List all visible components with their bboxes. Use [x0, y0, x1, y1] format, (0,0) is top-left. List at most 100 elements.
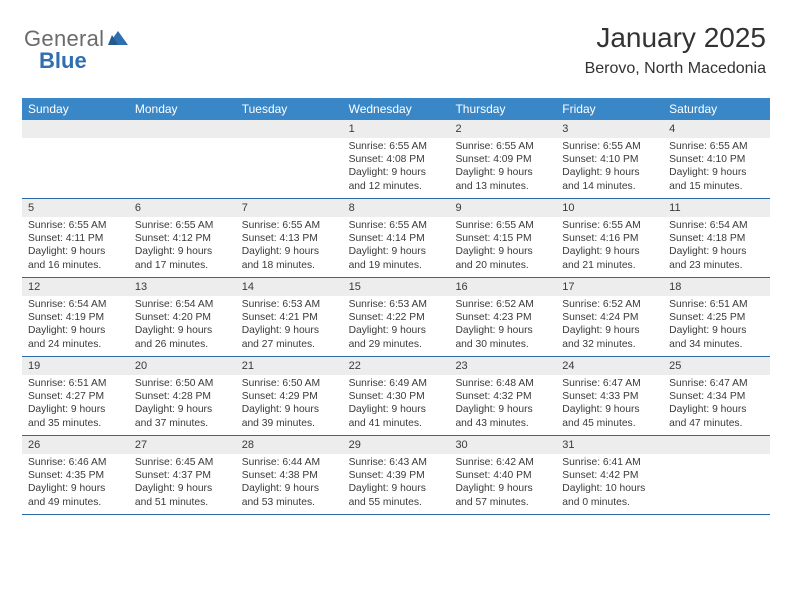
day-body: Sunrise: 6:46 AMSunset: 4:35 PMDaylight:…: [22, 454, 129, 513]
day-info-line: Sunset: 4:33 PM: [562, 390, 657, 403]
day-cell: 16Sunrise: 6:52 AMSunset: 4:23 PMDayligh…: [449, 278, 556, 356]
logo-word-blue: Blue: [39, 48, 87, 73]
week-row: 12Sunrise: 6:54 AMSunset: 4:19 PMDayligh…: [22, 278, 770, 357]
day-info-line: Sunset: 4:38 PM: [242, 469, 337, 482]
day-info-line: Daylight: 9 hours and 18 minutes.: [242, 245, 337, 271]
week-row: 19Sunrise: 6:51 AMSunset: 4:27 PMDayligh…: [22, 357, 770, 436]
day-body: Sunrise: 6:51 AMSunset: 4:27 PMDaylight:…: [22, 375, 129, 434]
day-number: 6: [129, 199, 236, 217]
day-cell: 8Sunrise: 6:55 AMSunset: 4:14 PMDaylight…: [343, 199, 450, 277]
day-info-line: Sunrise: 6:55 AM: [135, 219, 230, 232]
day-body: Sunrise: 6:47 AMSunset: 4:34 PMDaylight:…: [663, 375, 770, 434]
day-info-line: Sunset: 4:39 PM: [349, 469, 444, 482]
day-body: Sunrise: 6:52 AMSunset: 4:23 PMDaylight:…: [449, 296, 556, 355]
day-body: Sunrise: 6:55 AMSunset: 4:08 PMDaylight:…: [343, 138, 450, 197]
day-info-line: Sunset: 4:11 PM: [28, 232, 123, 245]
day-info-line: Sunset: 4:18 PM: [669, 232, 764, 245]
dow-friday: Friday: [556, 98, 663, 120]
day-number: 23: [449, 357, 556, 375]
day-cell: 3Sunrise: 6:55 AMSunset: 4:10 PMDaylight…: [556, 120, 663, 198]
day-info-line: Sunrise: 6:52 AM: [455, 298, 550, 311]
day-of-week-header: Sunday Monday Tuesday Wednesday Thursday…: [22, 98, 770, 120]
day-cell: [663, 436, 770, 514]
day-body: Sunrise: 6:50 AMSunset: 4:28 PMDaylight:…: [129, 375, 236, 434]
day-info-line: Sunset: 4:12 PM: [135, 232, 230, 245]
day-number: 14: [236, 278, 343, 296]
dow-saturday: Saturday: [663, 98, 770, 120]
day-info-line: Daylight: 9 hours and 12 minutes.: [349, 166, 444, 192]
day-number: 25: [663, 357, 770, 375]
day-info-line: Sunset: 4:29 PM: [242, 390, 337, 403]
day-cell: 10Sunrise: 6:55 AMSunset: 4:16 PMDayligh…: [556, 199, 663, 277]
day-number: 10: [556, 199, 663, 217]
day-cell: 12Sunrise: 6:54 AMSunset: 4:19 PMDayligh…: [22, 278, 129, 356]
day-info-line: Sunset: 4:14 PM: [349, 232, 444, 245]
day-info-line: Daylight: 9 hours and 14 minutes.: [562, 166, 657, 192]
day-info-line: Daylight: 9 hours and 24 minutes.: [28, 324, 123, 350]
day-info-line: Sunrise: 6:54 AM: [135, 298, 230, 311]
day-body: Sunrise: 6:41 AMSunset: 4:42 PMDaylight:…: [556, 454, 663, 513]
day-body: Sunrise: 6:53 AMSunset: 4:22 PMDaylight:…: [343, 296, 450, 355]
day-info-line: Daylight: 9 hours and 30 minutes.: [455, 324, 550, 350]
day-cell: 21Sunrise: 6:50 AMSunset: 4:29 PMDayligh…: [236, 357, 343, 435]
dow-monday: Monday: [129, 98, 236, 120]
day-info-line: Sunset: 4:32 PM: [455, 390, 550, 403]
day-number: 19: [22, 357, 129, 375]
day-info-line: Sunrise: 6:43 AM: [349, 456, 444, 469]
dow-tuesday: Tuesday: [236, 98, 343, 120]
day-info-line: Sunrise: 6:52 AM: [562, 298, 657, 311]
day-body: Sunrise: 6:55 AMSunset: 4:10 PMDaylight:…: [556, 138, 663, 197]
day-cell: 4Sunrise: 6:55 AMSunset: 4:10 PMDaylight…: [663, 120, 770, 198]
day-cell: 22Sunrise: 6:49 AMSunset: 4:30 PMDayligh…: [343, 357, 450, 435]
day-body: Sunrise: 6:54 AMSunset: 4:18 PMDaylight:…: [663, 217, 770, 276]
day-number: 21: [236, 357, 343, 375]
day-info-line: Daylight: 9 hours and 29 minutes.: [349, 324, 444, 350]
day-body: Sunrise: 6:55 AMSunset: 4:14 PMDaylight:…: [343, 217, 450, 276]
day-info-line: Daylight: 9 hours and 57 minutes.: [455, 482, 550, 508]
day-info-line: Daylight: 9 hours and 55 minutes.: [349, 482, 444, 508]
day-info-line: Daylight: 9 hours and 51 minutes.: [135, 482, 230, 508]
day-info-line: Sunrise: 6:55 AM: [242, 219, 337, 232]
day-info-line: Sunrise: 6:50 AM: [135, 377, 230, 390]
day-info-line: Daylight: 9 hours and 37 minutes.: [135, 403, 230, 429]
day-info-line: Daylight: 9 hours and 21 minutes.: [562, 245, 657, 271]
day-info-line: Sunrise: 6:53 AM: [349, 298, 444, 311]
day-cell: 24Sunrise: 6:47 AMSunset: 4:33 PMDayligh…: [556, 357, 663, 435]
day-cell: 23Sunrise: 6:48 AMSunset: 4:32 PMDayligh…: [449, 357, 556, 435]
day-info-line: Daylight: 9 hours and 15 minutes.: [669, 166, 764, 192]
day-body: Sunrise: 6:49 AMSunset: 4:30 PMDaylight:…: [343, 375, 450, 434]
day-info-line: Sunset: 4:08 PM: [349, 153, 444, 166]
day-info-line: Daylight: 9 hours and 41 minutes.: [349, 403, 444, 429]
day-number: 15: [343, 278, 450, 296]
day-number: 27: [129, 436, 236, 454]
day-info-line: Sunrise: 6:47 AM: [562, 377, 657, 390]
day-cell: 5 Sunrise: 6:55 AMSunset: 4:11 PMDaylight…: [22, 199, 129, 277]
day-info-line: Sunset: 4:22 PM: [349, 311, 444, 324]
day-number: 5: [22, 199, 129, 217]
day-cell: 25Sunrise: 6:47 AMSunset: 4:34 PMDayligh…: [663, 357, 770, 435]
day-info-line: Sunset: 4:40 PM: [455, 469, 550, 482]
day-info-line: Sunrise: 6:51 AM: [28, 377, 123, 390]
day-info-line: Sunset: 4:20 PM: [135, 311, 230, 324]
day-info-line: Sunset: 4:10 PM: [669, 153, 764, 166]
day-body: Sunrise: 6:44 AMSunset: 4:38 PMDaylight:…: [236, 454, 343, 513]
day-cell: 27Sunrise: 6:45 AMSunset: 4:37 PMDayligh…: [129, 436, 236, 514]
day-info-line: Sunrise: 6:55 AM: [28, 219, 123, 232]
day-info-line: Daylight: 9 hours and 16 minutes.: [28, 245, 123, 271]
month-title: January 2025: [585, 22, 766, 54]
day-cell: 2Sunrise: 6:55 AMSunset: 4:09 PMDaylight…: [449, 120, 556, 198]
day-info-line: Sunrise: 6:41 AM: [562, 456, 657, 469]
day-number: 11: [663, 199, 770, 217]
day-body: Sunrise: 6:55 AMSunset: 4:16 PMDaylight:…: [556, 217, 663, 276]
day-cell: [22, 120, 129, 198]
day-info-line: Sunset: 4:42 PM: [562, 469, 657, 482]
day-info-line: Daylight: 9 hours and 53 minutes.: [242, 482, 337, 508]
day-info-line: Daylight: 9 hours and 19 minutes.: [349, 245, 444, 271]
day-info-line: Sunset: 4:15 PM: [455, 232, 550, 245]
day-cell: 31Sunrise: 6:41 AMSunset: 4:42 PMDayligh…: [556, 436, 663, 514]
day-cell: 26Sunrise: 6:46 AMSunset: 4:35 PMDayligh…: [22, 436, 129, 514]
day-info-line: Daylight: 9 hours and 20 minutes.: [455, 245, 550, 271]
day-number: 28: [236, 436, 343, 454]
day-info-line: Sunrise: 6:42 AM: [455, 456, 550, 469]
day-body: Sunrise: 6:52 AMSunset: 4:24 PMDaylight:…: [556, 296, 663, 355]
